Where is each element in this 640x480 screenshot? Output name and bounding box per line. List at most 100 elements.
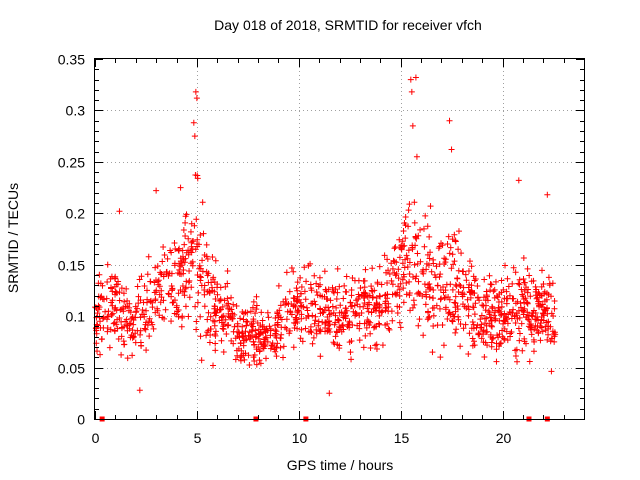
data-point (274, 321, 281, 328)
x-axis-title: GPS time / hours (287, 457, 394, 473)
data-point (391, 245, 398, 252)
data-point (372, 342, 379, 349)
data-point (212, 309, 219, 316)
data-point (294, 287, 301, 294)
data-point (415, 322, 422, 329)
data-point (435, 245, 442, 252)
data-point (376, 263, 383, 270)
data-point (118, 333, 125, 340)
data-point (405, 207, 412, 214)
data-point (427, 203, 434, 210)
data-point (427, 249, 434, 256)
data-point (453, 326, 460, 333)
data-point (273, 353, 280, 360)
data-point (389, 265, 396, 272)
data-point (331, 321, 338, 328)
data-point (452, 293, 459, 300)
data-point (501, 336, 508, 343)
data-point (212, 296, 219, 303)
y-tick-labels: 0 0.05 0.1 0.15 0.2 0.25 0.3 0.35 (58, 52, 85, 428)
data-point (313, 280, 320, 287)
data-point (97, 318, 104, 325)
data-point (179, 253, 186, 260)
data-point (264, 338, 271, 345)
data-point (513, 346, 520, 353)
data-point (426, 280, 433, 287)
data-point (544, 336, 551, 343)
data-point (404, 255, 411, 262)
data-point (382, 322, 389, 329)
data-point (457, 321, 464, 328)
data-point (157, 299, 164, 306)
data-point (299, 338, 306, 345)
data-point (403, 291, 410, 298)
data-point (532, 322, 539, 329)
data-point (491, 307, 498, 314)
data-point (373, 346, 380, 353)
data-point (173, 311, 180, 318)
data-point (129, 334, 136, 341)
data-point (114, 325, 121, 332)
data-point (307, 323, 314, 330)
data-point (313, 330, 320, 337)
data-point (206, 339, 213, 346)
data-point (250, 298, 257, 305)
data-point (535, 330, 542, 337)
data-point (132, 314, 139, 321)
data-point (228, 294, 235, 301)
data-point (220, 312, 227, 319)
data-point (420, 225, 427, 232)
data-point (337, 302, 344, 309)
data-point (176, 270, 183, 277)
data-point (321, 268, 328, 275)
data-point (452, 237, 459, 244)
data-point (214, 291, 221, 298)
data-point (303, 304, 310, 311)
data-point (181, 241, 188, 248)
data-point (551, 338, 558, 345)
data-point (348, 287, 355, 294)
data-point (248, 321, 255, 328)
data-point (339, 321, 346, 328)
data-point (406, 289, 413, 296)
data-points (92, 74, 559, 397)
data-point (540, 317, 547, 324)
data-point (177, 184, 184, 191)
data-point (531, 326, 538, 333)
plot-frame (94, 58, 585, 420)
data-point (551, 298, 558, 305)
data-point (325, 322, 332, 329)
x-tick-label: 15 (394, 430, 410, 446)
y-axis-title: SRMTID / TECUs (5, 183, 21, 293)
chart-title: Day 018 of 2018, SRMTID for receiver vfc… (214, 17, 482, 33)
data-point (343, 273, 350, 280)
data-point (405, 247, 412, 254)
data-point (521, 287, 528, 294)
data-point (154, 305, 161, 312)
data-point (294, 297, 301, 304)
data-point (308, 329, 315, 336)
data-point (446, 117, 453, 124)
data-point (442, 294, 449, 301)
data-point (410, 297, 417, 304)
data-point (210, 362, 217, 369)
data-point (355, 296, 362, 303)
data-point (331, 340, 338, 347)
data-point (396, 286, 403, 293)
data-point (402, 214, 409, 221)
data-point (262, 328, 269, 335)
data-point (241, 356, 248, 363)
data-point (128, 332, 135, 339)
data-point (534, 313, 541, 320)
data-point (275, 282, 282, 289)
data-point (216, 297, 223, 304)
data-point (425, 309, 432, 316)
data-point (139, 307, 146, 314)
data-point (538, 267, 545, 274)
data-point (261, 336, 268, 343)
data-point (207, 326, 214, 333)
data-point (220, 349, 227, 356)
data-point (253, 361, 260, 368)
data-point (112, 273, 119, 280)
data-point (262, 355, 269, 362)
